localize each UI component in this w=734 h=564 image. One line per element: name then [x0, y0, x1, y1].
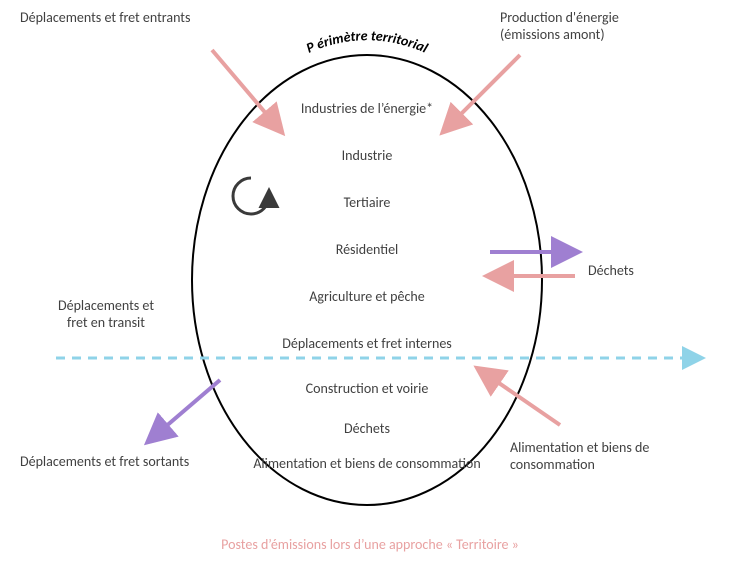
- arrow-sortants-bottom-left: [150, 380, 220, 440]
- label-sortants-bottom-left: Déplacements et fret sortants: [20, 454, 240, 471]
- label-transit-left: Déplacements et fret en transit: [36, 298, 176, 332]
- label-energy-top-right: Production d'énergie (émissions amont): [500, 10, 720, 44]
- center-item-alimentation: Alimentation et biens de consommation: [237, 455, 497, 472]
- label-dechets-right: Déchets: [588, 263, 688, 280]
- arrow-energy-top-right: [445, 55, 520, 130]
- center-item-construction: Construction et voirie: [237, 380, 497, 397]
- center-item-deplacements-internes: Déplacements et fret internes: [237, 335, 497, 352]
- center-item-residentiel: Résidentiel: [237, 241, 497, 258]
- center-item-energie: Industries de l’énergie*: [237, 100, 497, 117]
- center-item-agriculture: Agriculture et pêche: [237, 288, 497, 305]
- figure-caption: Postes d’émissions lors d’une approche «…: [190, 536, 550, 553]
- center-item-industrie: Industrie: [237, 147, 497, 164]
- perimeter-ellipse: [192, 55, 542, 505]
- label-incoming-top-left: Déplacements et fret entrants: [20, 10, 240, 27]
- diagram-stage: P érimètre territorial Industries de l’é…: [0, 0, 734, 564]
- arrow-incoming-top-left: [212, 50, 280, 130]
- label-alim-bottom-right: Alimentation et biens de consommation: [510, 440, 720, 474]
- perimeter-title: P érimètre territorial: [304, 27, 431, 57]
- diagram-svg: P érimètre territorial: [0, 0, 734, 564]
- center-item-tertiaire: Tertiaire: [237, 194, 497, 211]
- arrow-alim-bottom-right: [480, 370, 560, 425]
- center-item-dechets: Déchets: [237, 420, 497, 437]
